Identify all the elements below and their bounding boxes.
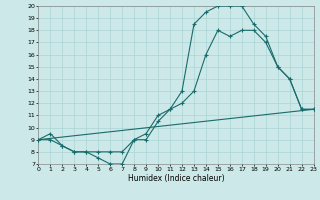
X-axis label: Humidex (Indice chaleur): Humidex (Indice chaleur): [128, 174, 224, 183]
